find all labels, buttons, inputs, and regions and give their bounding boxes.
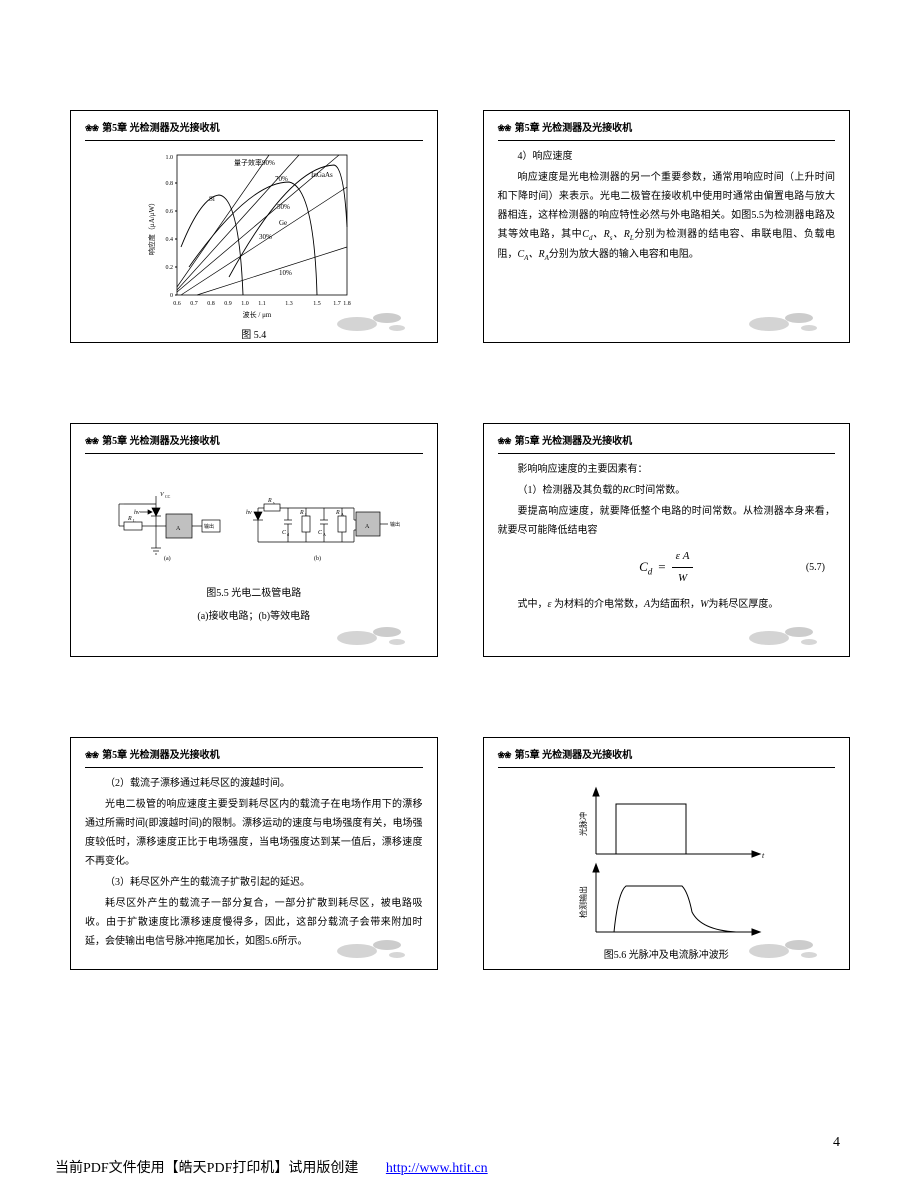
paragraph: 响应速度是光电检测器的另一个重要参数，通常用响应时间（上升时间和下降时间）来表示… [498,168,836,266]
svg-text:(b): (b) [314,555,321,562]
slide-6: ❀❀ 第5章 光检测器及光接收机 t 光脉冲 [483,737,851,970]
heading-4: 4）响应速度 [498,147,836,166]
svg-text:70%: 70% [275,175,288,183]
formula-5-7: Cd = ε AW (5.7) [498,546,836,589]
header-deco-icon: ❀❀ [498,120,511,137]
chapter-title: 第5章 光检测器及光接收机 [515,432,633,451]
header-deco-icon: ❀❀ [85,120,98,137]
svg-text:0.9: 0.9 [224,301,232,307]
svg-text:hv: hv [134,510,140,516]
svg-text:50%: 50% [277,203,290,211]
svg-text:0.6: 0.6 [173,301,181,307]
svg-text:R: R [335,510,340,516]
page-number: 4 [833,1135,840,1151]
svg-text:1.1: 1.1 [258,301,266,307]
header-deco-icon: ❀❀ [498,433,511,450]
svg-text:1.3: 1.3 [285,301,293,307]
footer-deco-icon [327,933,417,963]
slide-text: （2）载流子漂移通过耗尽区的渡越时间。 光电二极管的响应速度主要受到耗尽区内的载… [85,774,423,951]
chapter-title: 第5章 光检测器及光接收机 [102,119,220,138]
svg-text:A: A [176,526,181,532]
slide-text: 影响响应速度的主要因素有： （1）检测器及其负载的RC时间常数。 要提高响应速度… [498,460,836,614]
circuit-diagram: VCC hv RL A [85,484,423,564]
svg-text:0.8: 0.8 [207,301,215,307]
slide-1: ❀❀ 第5章 光检测器及光接收机 0 0.2 0.4 0.6 0.8 1.0 [70,110,438,343]
svg-text:0.2: 0.2 [165,265,173,271]
svg-text:R: R [267,498,272,504]
svg-text:InGaAs: InGaAs [311,171,333,179]
svg-text:量子效率90%: 量子效率90% [234,158,275,167]
chapter-title: 第5章 光检测器及光接收机 [102,432,220,451]
svg-text:10%: 10% [279,269,292,277]
svg-text:光脉冲: 光脉冲 [578,812,588,836]
figure-caption-line1: 图5.5 光电二极管电路 [85,584,423,603]
chapter-title: 第5章 光检测器及光接收机 [102,746,220,765]
slide-2: ❀❀ 第5章 光检测器及光接收机 4）响应速度 响应速度是光电检测器的另一个重要… [483,110,851,343]
svg-text:t: t [762,851,765,860]
svg-text:0.4: 0.4 [165,237,173,243]
svg-text:R: R [299,510,304,516]
svg-text:Ge: Ge [279,219,287,227]
slides-grid: ❀❀ 第5章 光检测器及光接收机 0 0.2 0.4 0.6 0.8 1.0 [70,110,850,970]
paragraph: 影响响应速度的主要因素有： [498,460,836,479]
svg-text:波长 / μm: 波长 / μm [242,310,271,319]
slide-3: ❀❀ 第5章 光检测器及光接收机 VCC hv RL [70,423,438,656]
svg-text:0.7: 0.7 [190,301,198,307]
footer-deco-icon [739,620,829,650]
footer-deco-icon [327,306,417,336]
svg-text:0.6: 0.6 [165,209,173,215]
svg-text:CC: CC [165,494,171,499]
paragraph: 式中，ε 为材料的介电常数，A为结面积，W为耗尽区厚度。 [498,595,836,614]
svg-text:1.0: 1.0 [165,155,173,161]
paragraph: （2）载流子漂移通过耗尽区的渡越时间。 [85,774,423,793]
svg-text:R: R [127,516,132,522]
footer-text: 当前PDF文件使用【皓天PDF打印机】试用版创建 [55,1161,358,1176]
slide-header: ❀❀ 第5章 光检测器及光接收机 [85,746,423,768]
slide-4: ❀❀ 第5章 光检测器及光接收机 影响响应速度的主要因素有： （1）检测器及其负… [483,423,851,656]
chapter-title: 第5章 光检测器及光接收机 [515,746,633,765]
svg-text:1.0: 1.0 [241,301,249,307]
slide-header: ❀❀ 第5章 光检测器及光接收机 [85,432,423,454]
svg-text:A: A [323,532,326,537]
variables: CA、RA [518,249,549,260]
svg-text:检测输出: 检测输出 [578,886,588,918]
footer-deco-icon [739,306,829,336]
header-deco-icon: ❀❀ [85,433,98,450]
pulse-waveform-chart: t 光脉冲 检测输出 [498,782,836,942]
svg-text:30%: 30% [259,233,272,241]
slide-text: 4）响应速度 响应速度是光电检测器的另一个重要参数，通常用响应时间（上升时间和下… [498,147,836,266]
svg-text:1.5: 1.5 [313,301,321,307]
header-deco-icon: ❀❀ [498,747,511,764]
paragraph: （1）检测器及其负载的RC时间常数。 [498,481,836,500]
slide-header: ❀❀ 第5章 光检测器及光接收机 [85,119,423,141]
footer-deco-icon [739,933,829,963]
text-run: 分别为放大器的输入电容和电阻。 [549,249,699,260]
paragraph: 要提高响应速度，就要降低整个电路的时间常数。从检测器本身来看，就要尽可能降低结电… [498,502,836,540]
slide-5: ❀❀ 第5章 光检测器及光接收机 （2）载流子漂移通过耗尽区的渡越时间。 光电二… [70,737,438,970]
responsivity-chart: 0 0.2 0.4 0.6 0.8 1.0 0.6 0.7 0.8 0.9 1.… [85,147,423,322]
svg-text:(a): (a) [164,555,171,562]
svg-text:响应度（μA/μW）: 响应度（μA/μW） [147,199,156,255]
slide-header: ❀❀ 第5章 光检测器及光接收机 [498,746,836,768]
paragraph: （3）耗尽区外产生的载流子扩散引起的延迟。 [85,873,423,892]
paragraph: 光电二极管的响应速度主要受到耗尽区内的载流子在电场作用下的漂移通过所需时间(即渡… [85,795,423,871]
slide-header: ❀❀ 第5章 光检测器及光接收机 [498,432,836,454]
footer-deco-icon [327,620,417,650]
svg-text:A: A [365,524,370,530]
svg-text:hv: hv [246,510,252,516]
svg-text:输出: 输出 [204,523,214,530]
svg-text:d: d [287,532,289,537]
footer-link[interactable]: http://www.htit.cn [386,1161,488,1176]
pdf-footer: 当前PDF文件使用【皓天PDF打印机】试用版创建 http://www.htit… [55,1157,488,1177]
formula-number: (5.7) [806,558,825,577]
chapter-title: 第5章 光检测器及光接收机 [515,119,633,138]
header-deco-icon: ❀❀ [85,747,98,764]
svg-text:0.8: 0.8 [165,181,173,187]
svg-text:输出: 输出 [390,521,400,528]
variables: Cd、Rs、RL [582,229,633,240]
slide-header: ❀❀ 第5章 光检测器及光接收机 [498,119,836,141]
svg-text:Si: Si [209,195,215,203]
svg-text:A: A [341,512,344,517]
svg-text:0: 0 [170,293,173,299]
